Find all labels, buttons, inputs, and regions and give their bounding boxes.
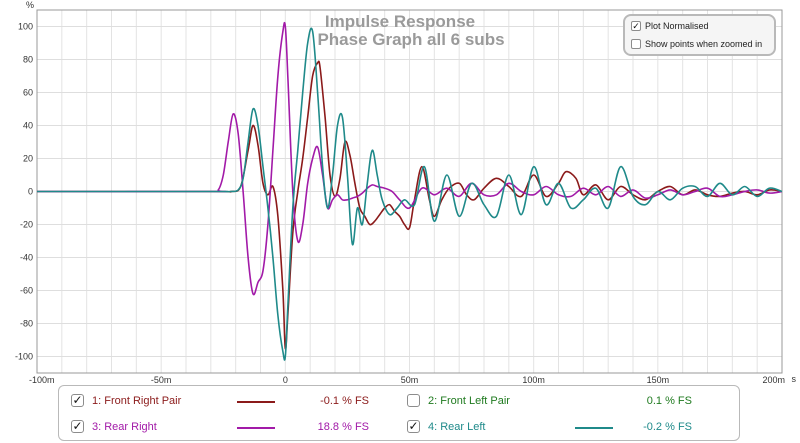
legend-line-rear-right bbox=[237, 427, 275, 429]
legend-value: -0.2 % FS bbox=[643, 421, 692, 433]
y-tick-label: -60 bbox=[20, 286, 33, 296]
y-axis-unit: % bbox=[26, 0, 34, 10]
y-tick-label: 100 bbox=[18, 22, 33, 32]
chart-title: Impulse Response bbox=[325, 12, 475, 31]
x-axis-unit: s bbox=[792, 374, 797, 384]
legend-item-front-right-pair[interactable]: ✓ 1: Front Right Pair bbox=[71, 394, 181, 407]
y-tick-label: 40 bbox=[23, 121, 33, 131]
series-lines bbox=[36, 21, 783, 361]
legend-checkbox-front-right-pair[interactable]: ✓ bbox=[71, 393, 84, 407]
legend-checkbox-rear-left[interactable]: ✓ bbox=[407, 419, 420, 433]
x-tick-label: -50m bbox=[151, 375, 172, 385]
legend-item-rear-right[interactable]: ✓ 3: Rear Right bbox=[71, 420, 157, 433]
y-tick-label: -40 bbox=[20, 253, 33, 263]
show-points-label: Show points when zoomed in bbox=[645, 39, 763, 49]
y-tick-label: 60 bbox=[23, 88, 33, 98]
x-tick-label: 150m bbox=[647, 375, 670, 385]
plot-normalised-checkbox[interactable]: ✓ bbox=[631, 21, 641, 31]
show-points-option[interactable]: Show points when zoomed in bbox=[631, 39, 762, 49]
legend-value: -0.1 % FS bbox=[320, 395, 369, 407]
legend-line-front-right-pair bbox=[237, 401, 275, 403]
legend-label: 3: Rear Right bbox=[92, 420, 157, 433]
legend-value: 0.1 % FS bbox=[646, 395, 692, 407]
y-tick-label: -80 bbox=[20, 319, 33, 329]
legend-panel: ✓ 1: Front Right Pair -0.1 % FS 2: Front… bbox=[58, 385, 740, 441]
legend-checkbox-rear-right[interactable]: ✓ bbox=[71, 419, 84, 433]
legend-value: 18.8 % FS bbox=[317, 421, 369, 433]
graph-options-panel: ✓ Plot Normalised Show points when zoome… bbox=[623, 14, 776, 56]
x-tick-label: 100m bbox=[522, 375, 545, 385]
plot-normalised-label: Plot Normalised bbox=[645, 21, 709, 31]
y-tick-label: -20 bbox=[20, 220, 33, 230]
series-line-1 bbox=[37, 60, 783, 350]
x-tick-label: 0 bbox=[283, 375, 288, 385]
x-tick-labels: -100m -50m 0 50m 100m 150m 200m bbox=[29, 375, 785, 385]
legend-item-rear-left[interactable]: ✓ 4: Rear Left bbox=[407, 420, 485, 433]
x-tick-label: 200m bbox=[762, 375, 785, 385]
y-tick-label: 20 bbox=[23, 154, 33, 164]
legend-label: 2: Front Left Pair bbox=[428, 394, 510, 407]
y-tick-labels: 100 80 60 40 20 0 -20 -40 -60 -80 -100 bbox=[15, 22, 33, 362]
grid-lines bbox=[36, 10, 783, 373]
y-tick-label: -100 bbox=[15, 352, 33, 362]
show-points-checkbox[interactable] bbox=[631, 39, 641, 49]
series-line-3 bbox=[36, 21, 783, 296]
x-tick-label: -100m bbox=[29, 375, 55, 385]
series-line-4 bbox=[37, 27, 783, 361]
legend-line-rear-left bbox=[575, 427, 613, 429]
legend-item-front-left-pair[interactable]: 2: Front Left Pair bbox=[407, 394, 510, 407]
plot-normalised-option[interactable]: ✓ Plot Normalised bbox=[631, 21, 709, 31]
chart-subtitle: Phase Graph all 6 subs bbox=[317, 30, 504, 49]
legend-label: 4: Rear Left bbox=[428, 420, 486, 433]
x-tick-label: 50m bbox=[401, 375, 419, 385]
y-tick-label: 0 bbox=[28, 187, 33, 197]
legend-label: 1: Front Right Pair bbox=[92, 394, 182, 407]
legend-checkbox-front-left-pair[interactable] bbox=[407, 394, 420, 407]
y-tick-label: 80 bbox=[23, 55, 33, 65]
